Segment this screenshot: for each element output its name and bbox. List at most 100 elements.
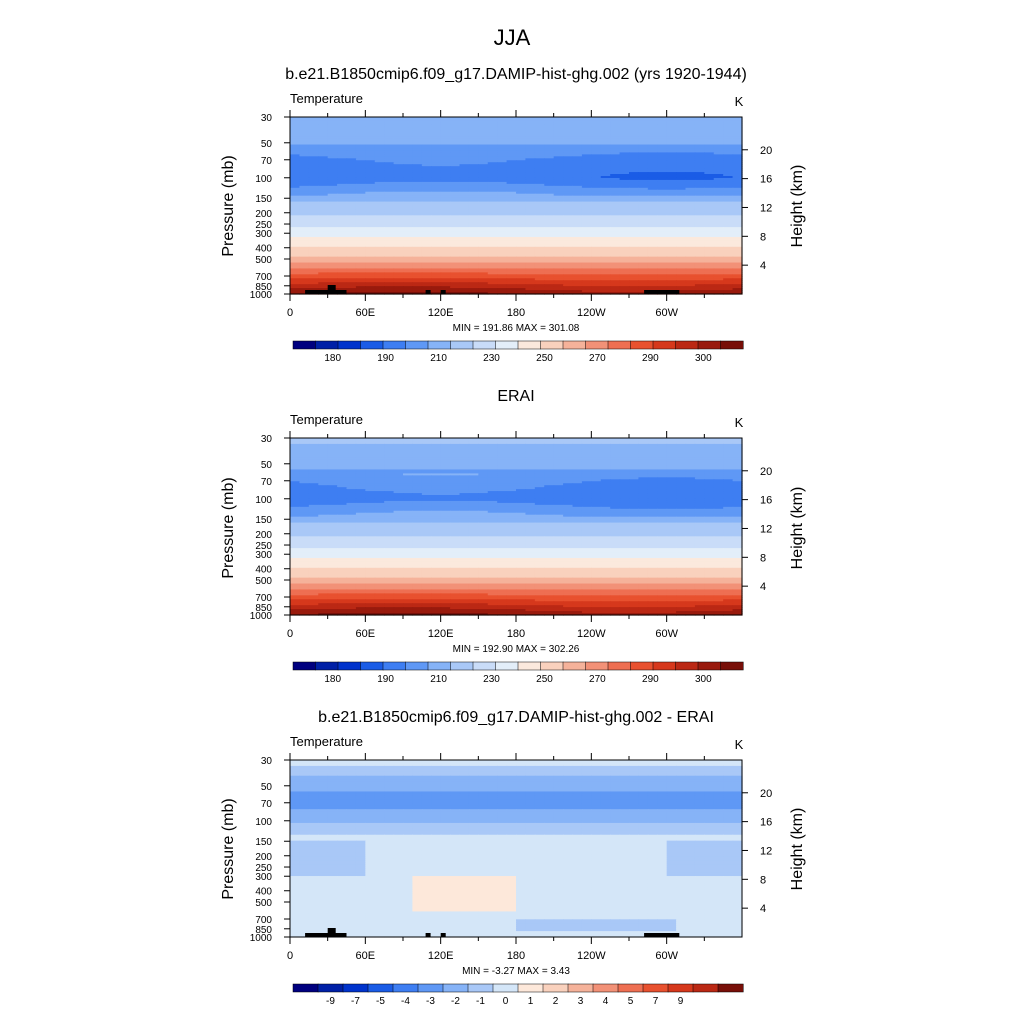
heatmap-cell (299, 193, 310, 197)
heatmap-cell (581, 205, 592, 209)
heatmap-cell (694, 170, 705, 173)
heatmap-cell (610, 152, 621, 155)
heatmap-cell (450, 117, 461, 120)
heatmap-cell (346, 160, 357, 163)
heatmap-cell (591, 146, 602, 150)
heatmap-cell (600, 160, 611, 163)
heatmap-cell (516, 128, 527, 132)
heatmap-cell (421, 172, 432, 175)
heatmap-cell (478, 132, 489, 136)
heatmap-cell (308, 120, 319, 124)
heatmap-cell (374, 142, 385, 146)
y-tick-label: 500 (255, 255, 272, 266)
heatmap-cell (610, 120, 621, 124)
heatmap-cell (676, 142, 687, 146)
heatmap-cell (534, 138, 545, 142)
heatmap-cell (629, 185, 640, 189)
heatmap-cell (732, 128, 743, 132)
heatmap-cell (327, 162, 338, 165)
colorbar-swatch (675, 340, 699, 350)
heatmap-cell (440, 148, 451, 152)
heatmap-cell (318, 118, 329, 122)
heatmap-cell (544, 140, 555, 144)
heatmap-cell (685, 174, 696, 177)
heatmap-cell (308, 148, 319, 152)
units-label: K (735, 415, 744, 430)
heatmap-cell (563, 197, 574, 201)
heatmap-cell (468, 128, 479, 132)
heatmap-cell (478, 126, 489, 130)
colorbar-swatch (360, 340, 384, 350)
heatmap-cell (393, 189, 404, 193)
heatmap-cell (337, 152, 348, 155)
heatmap-cell (440, 183, 451, 187)
heatmap-cell (723, 205, 734, 209)
heatmap-cell (666, 185, 677, 189)
heatmap-cell (384, 124, 395, 128)
heatmap-cell (544, 177, 555, 181)
heatmap-cell (459, 126, 470, 130)
heatmap-cell (299, 142, 310, 146)
heatmap-cell (290, 211, 301, 214)
heatmap-cell (676, 203, 687, 207)
x-tick-label: 120W (577, 307, 606, 319)
heatmap-cell (610, 177, 621, 181)
heatmap-cell (525, 130, 536, 134)
heatmap-cell (506, 183, 517, 187)
heatmap-cell (497, 201, 508, 205)
heatmap-cell (629, 197, 640, 201)
heatmap-cell (421, 118, 432, 122)
heatmap-cell (572, 138, 583, 142)
heatmap-cell (346, 136, 357, 140)
heatmap-cell (676, 132, 687, 136)
heatmap-cell (553, 156, 564, 159)
heatmap-cell (450, 211, 461, 214)
heatmap-cell (468, 203, 479, 207)
heatmap-cell (600, 162, 611, 165)
heatmap-cell (553, 120, 564, 124)
heatmap-cell (440, 187, 451, 191)
heatmap-cell (534, 170, 545, 173)
topography-mask (305, 290, 347, 294)
heatmap-cell (355, 128, 366, 132)
right-tick-label: 4 (760, 260, 766, 272)
heatmap-cell (337, 132, 348, 136)
heatmap-cell (440, 158, 451, 161)
heatmap-cell (591, 187, 602, 191)
heatmap-cell (544, 176, 555, 179)
heatmap-cell (713, 146, 724, 150)
heatmap-cell (393, 197, 404, 201)
heatmap-cell (384, 132, 395, 136)
heatmap-cell (657, 128, 668, 132)
heatmap-cell (355, 203, 366, 207)
heatmap-cell (412, 144, 423, 148)
heatmap-cell (497, 152, 508, 155)
heatmap-cell (384, 120, 395, 124)
heatmap-cell (497, 176, 508, 179)
heatmap-cell (591, 120, 602, 124)
heatmap-cell (516, 168, 527, 171)
heatmap-cell (666, 187, 677, 191)
heatmap-cell (308, 122, 319, 126)
heatmap-cell (365, 130, 376, 134)
heatmap-cell (563, 191, 574, 195)
heatmap-cell (403, 185, 414, 189)
heatmap-cell (534, 166, 545, 169)
heatmap-cell (327, 193, 338, 197)
heatmap-cell (355, 117, 366, 120)
heatmap-cell (497, 209, 508, 212)
heatmap-cell (299, 126, 310, 130)
heatmap-cell (384, 142, 395, 146)
heatmap-cell (534, 144, 545, 148)
heatmap-cell (346, 174, 357, 177)
heatmap-cell (525, 140, 536, 144)
heatmap-cell (374, 197, 385, 201)
heatmap-cell (412, 136, 423, 140)
x-tick-label: 0 (287, 307, 293, 319)
heatmap-cell (365, 185, 376, 189)
heatmap-cell (572, 146, 583, 150)
heatmap-cell (393, 160, 404, 163)
heatmap-cell (732, 207, 743, 211)
heatmap-cell (346, 140, 357, 144)
heatmap-cell (506, 150, 517, 153)
